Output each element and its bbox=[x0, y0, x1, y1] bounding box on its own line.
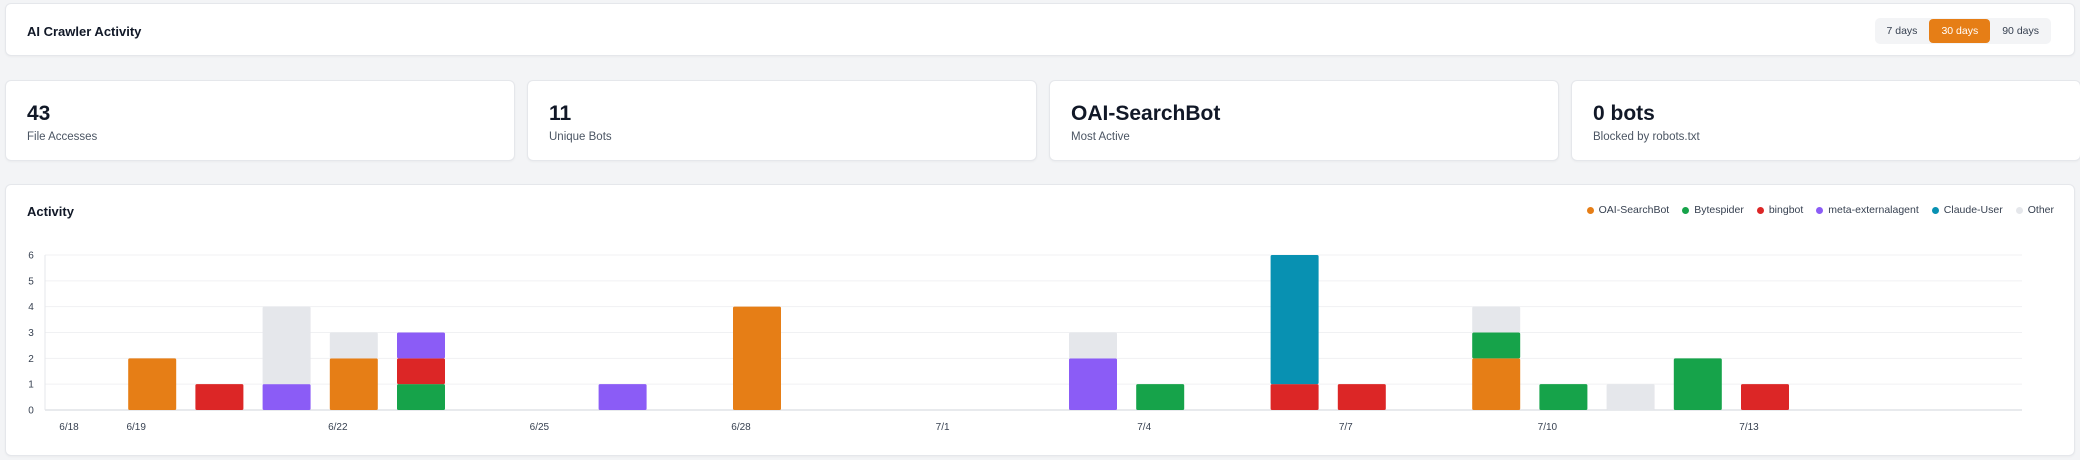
legend-label: OAI-SearchBot bbox=[1598, 204, 1670, 216]
chart-title: Activity bbox=[27, 204, 74, 219]
bar-segment-claude-user[interactable] bbox=[1270, 255, 1319, 385]
legend-dot-icon bbox=[2015, 206, 2023, 214]
y-tick-label: 0 bbox=[28, 406, 34, 417]
bar-segment-oai-searchbot[interactable] bbox=[1472, 358, 1521, 410]
bar-segment-bingbot[interactable] bbox=[1337, 384, 1386, 410]
bar-segment-oai-searchbot[interactable] bbox=[733, 306, 781, 410]
y-tick-label: 1 bbox=[28, 380, 34, 391]
legend-item-bingbot[interactable]: bingbot bbox=[1756, 204, 1804, 216]
x-tick-label: 7/1 bbox=[936, 422, 950, 433]
legend-item-bytespider[interactable]: Bytespider bbox=[1682, 204, 1744, 216]
legend-label: Other bbox=[2027, 204, 2054, 216]
legend-label: Bytespider bbox=[1694, 204, 1744, 216]
bar-segment-meta-externalagent[interactable] bbox=[598, 384, 647, 410]
x-tick-label: 7/10 bbox=[1538, 422, 1558, 433]
bar-segment-bytespider[interactable] bbox=[1673, 358, 1722, 410]
bar-segment-bytespider[interactable] bbox=[397, 384, 445, 410]
activity-chart: 0 1 2 3 4 5 6 6/18 6/19 6/22 6/25 6/28 7/1 7/4 7/7 7/10… bbox=[28, 251, 2022, 433]
legend-item-other[interactable]: Other bbox=[2015, 204, 2054, 216]
stat-value: 11 bbox=[549, 102, 572, 125]
stat-label: Unique Bots bbox=[549, 131, 612, 143]
bar-segment-bingbot[interactable] bbox=[397, 358, 445, 385]
bar-segment-bingbot[interactable] bbox=[1741, 384, 1789, 410]
bar-segment-bytespider[interactable] bbox=[1539, 384, 1588, 410]
stat-label: File Accesses bbox=[27, 131, 98, 143]
stat-label: Most Active bbox=[1071, 131, 1130, 143]
range-30-days-button[interactable]: 30 days bbox=[1929, 19, 1991, 43]
activity-card: 0 1 2 3 4 5 6 6/18 6/19 6/22 6/25 6/28 7/1 7/4 7/7 7/10… bbox=[5, 184, 2075, 456]
bar-segment-bytespider[interactable] bbox=[1472, 332, 1521, 359]
stat-card-unique-bots: 11 Unique Bots bbox=[527, 80, 1037, 161]
stat-value: 0 bots bbox=[1593, 102, 1655, 125]
y-tick-label: 6 bbox=[28, 251, 34, 262]
legend-dot-icon bbox=[1756, 206, 1764, 214]
stat-value: OAI-SearchBot bbox=[1071, 102, 1221, 125]
x-tick-label: 7/7 bbox=[1339, 422, 1353, 433]
legend-dot-icon bbox=[1586, 206, 1594, 214]
bar-segment-other[interactable] bbox=[1069, 332, 1117, 359]
header-card: AI Crawler Activity 7 days 30 days 90 da… bbox=[5, 3, 2075, 56]
stat-label: Blocked by robots.txt bbox=[1593, 131, 1700, 143]
bar-segment-oai-searchbot[interactable] bbox=[329, 358, 378, 410]
x-tick-label: 7/4 bbox=[1137, 422, 1151, 433]
bar-segment-bingbot[interactable] bbox=[195, 384, 244, 410]
legend-item-meta-externalagent[interactable]: meta-externalagent bbox=[1816, 204, 1919, 216]
stat-value: 43 bbox=[27, 102, 51, 125]
bar-segment-other[interactable] bbox=[1472, 306, 1521, 333]
legend-item-claude-user[interactable]: Claude-User bbox=[1931, 204, 2003, 216]
bar-segment-other[interactable] bbox=[1606, 384, 1655, 410]
x-tick-label: 6/19 bbox=[126, 422, 146, 433]
bar-segment-other[interactable] bbox=[329, 332, 378, 359]
bar-segment-meta-externalagent[interactable] bbox=[397, 332, 445, 359]
legend-dot-icon bbox=[1816, 206, 1824, 214]
bar-segment-bingbot[interactable] bbox=[1270, 384, 1319, 410]
stat-card-blocked: 0 bots Blocked by robots.txt bbox=[1571, 80, 2080, 161]
page-title: AI Crawler Activity bbox=[27, 24, 142, 39]
range-90-days-button[interactable]: 90 days bbox=[2002, 25, 2039, 37]
time-range-toggle: 7 days 30 days 90 days bbox=[1874, 18, 2051, 44]
legend-item-oai-searchbot[interactable]: OAI-SearchBot bbox=[1586, 204, 1670, 216]
bar-segment-bytespider[interactable] bbox=[1136, 384, 1185, 410]
bar-segment-meta-externalagent[interactable] bbox=[262, 384, 311, 410]
stat-card-file-accesses: 43 File Accesses bbox=[5, 80, 515, 161]
legend-dot-icon bbox=[1682, 206, 1690, 214]
legend-label: bingbot bbox=[1768, 204, 1804, 216]
x-tick-label: 7/13 bbox=[1739, 422, 1759, 433]
legend-label: Claude-User bbox=[1943, 204, 2003, 216]
range-7-days-button[interactable]: 7 days bbox=[1886, 25, 1918, 37]
stat-card-most-active: OAI-SearchBot Most Active bbox=[1049, 80, 1559, 161]
y-tick-label: 3 bbox=[28, 328, 34, 339]
chart-legend: OAI-SearchBot Bytespider bingbot meta-ex… bbox=[1586, 204, 2054, 216]
x-tick-label: 6/22 bbox=[328, 422, 348, 433]
x-tick-label: 6/25 bbox=[530, 422, 550, 433]
x-tick-label: 6/28 bbox=[731, 422, 751, 433]
y-tick-label: 2 bbox=[28, 354, 34, 365]
legend-dot-icon bbox=[1931, 206, 1939, 214]
bar-segment-other[interactable] bbox=[262, 306, 311, 385]
legend-label: meta-externalagent bbox=[1828, 204, 1919, 216]
y-tick-label: 5 bbox=[28, 276, 34, 287]
bar-segment-meta-externalagent[interactable] bbox=[1069, 358, 1117, 410]
bar-segment-oai-searchbot[interactable] bbox=[128, 358, 177, 410]
y-tick-label: 4 bbox=[28, 302, 34, 313]
x-tick-label: 6/18 bbox=[59, 422, 79, 433]
